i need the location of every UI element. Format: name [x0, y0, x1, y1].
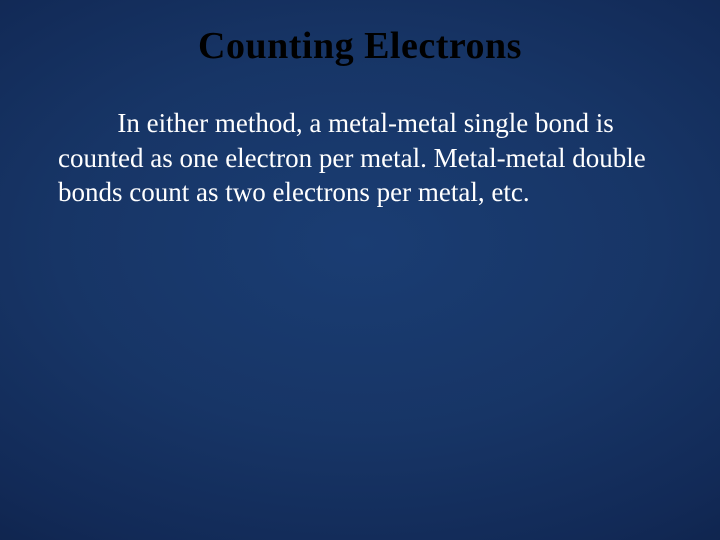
slide-title: Counting Electrons: [48, 24, 672, 68]
slide-body-text: In either method, a metal-metal single b…: [48, 106, 672, 210]
slide: Counting Electrons In either method, a m…: [0, 0, 720, 540]
